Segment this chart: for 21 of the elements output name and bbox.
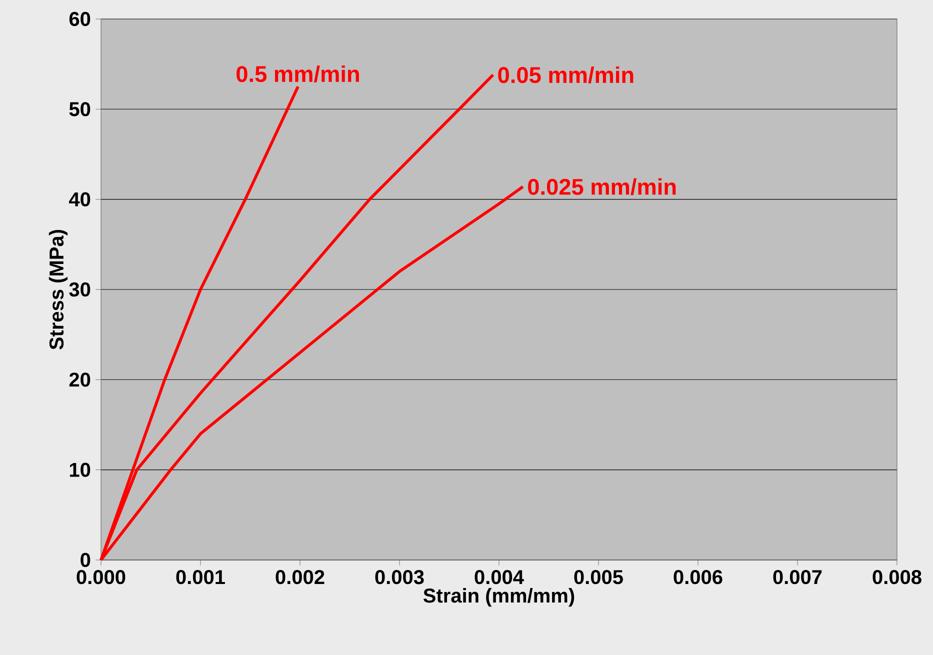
y-tick-label: 0: [80, 552, 90, 568]
y-tick-label: 10: [70, 462, 90, 477]
x-tick-label: 0.001: [176, 570, 225, 584]
x-tick-label: 0.002: [276, 570, 324, 584]
x-tick-label: 0.004: [474, 570, 524, 584]
y-axis-title: Stress (MPa): [48, 230, 68, 350]
x-tick-label: 0.007: [773, 570, 822, 584]
y-tick-label: 30: [69, 282, 90, 297]
x-tick-label: 0.006: [674, 570, 722, 584]
x-tick-label: 0.005: [574, 570, 623, 584]
y-tick-label: 50: [69, 102, 90, 116]
series-label: 0.05 mm/min: [498, 66, 634, 84]
y-tick-label: 40: [69, 192, 90, 206]
x-tick-label: 0.000: [76, 570, 126, 584]
x-axis-title: Strain (mm/mm): [423, 588, 574, 607]
y-tick-label: 60: [69, 12, 90, 26]
x-tick-label: 0.003: [375, 570, 424, 584]
series-label: 0.025 mm/min: [528, 178, 676, 196]
series-label: 0.5 mm/min: [236, 65, 359, 82]
x-tick-label: 0.008: [872, 570, 922, 584]
y-tick-label: 20: [69, 372, 90, 387]
